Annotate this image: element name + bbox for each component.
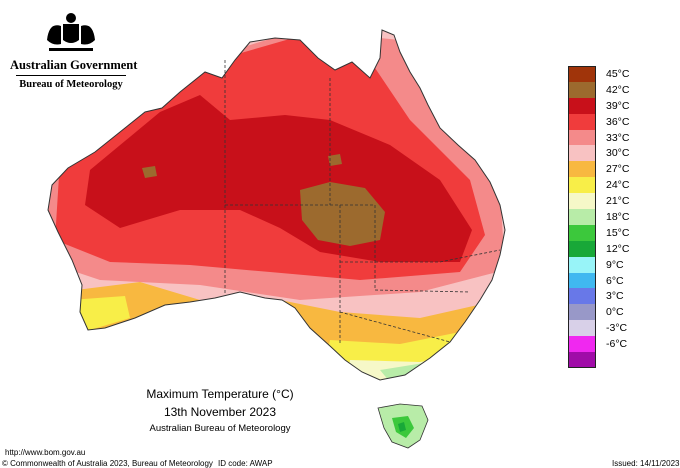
legend-label: 30°C	[606, 147, 630, 160]
legend-entry	[568, 352, 668, 368]
legend-label: 45°C	[606, 68, 630, 80]
legend-entry: -6°C	[568, 336, 668, 353]
legend-label: 39°C	[606, 99, 630, 112]
legend-label: -3°C	[606, 322, 628, 335]
legend-swatch	[568, 320, 596, 337]
legend-swatch	[568, 209, 596, 225]
legend-swatch	[568, 161, 596, 178]
legend-entry: 30°C	[568, 145, 668, 162]
legend-entry: -3°C	[568, 320, 668, 337]
footer-issued: Issued: 14/11/2023	[612, 459, 680, 468]
legend-swatch	[568, 240, 596, 257]
government-logo: Australian Government Bureau of Meteorol…	[10, 10, 138, 90]
legend-swatch	[568, 304, 596, 321]
legend-entry: 6°C	[568, 272, 668, 289]
footer-id-code: ID code: AWAP	[218, 459, 273, 468]
temperature-legend: 45°C 42°C 39°C 36°C 33°C 30°C 27°C 24°C 21°C 18°C…	[568, 66, 668, 368]
legend-entry: 36°C	[568, 113, 668, 130]
coat-of-arms-icon	[47, 13, 95, 51]
legend-entry: 27°C	[568, 161, 668, 178]
map-date: 13th November 2023	[163, 405, 277, 419]
legend-label: 9°C	[606, 258, 624, 271]
map-title: Maximum Temperature (°C)	[146, 387, 294, 401]
legend-swatch	[568, 66, 596, 82]
legend-entry: 45°C	[568, 66, 668, 82]
legend-label: 21°C	[606, 195, 630, 208]
legend-entry: 12°C	[568, 240, 668, 257]
legend-swatch	[568, 97, 596, 114]
legend-label: 24°C	[606, 179, 630, 192]
legend-label: 3°C	[606, 290, 624, 303]
footer-copyright: © Commonwealth of Australia 2023, Bureau…	[2, 459, 213, 468]
legend-label: 33°C	[606, 131, 630, 144]
legend-entry: 18°C	[568, 209, 668, 225]
legend-swatch	[568, 224, 596, 241]
legend-entry: 9°C	[568, 256, 668, 273]
legend-label: 0°C	[606, 306, 624, 319]
legend-swatch	[568, 288, 596, 305]
legend-swatch	[568, 272, 596, 289]
legend-entry: 42°C	[568, 81, 668, 98]
legend-swatch	[568, 129, 596, 146]
legend-label: 27°C	[606, 163, 630, 176]
legend-label: 6°C	[606, 274, 624, 287]
legend-entry: 0°C	[568, 304, 668, 321]
legend-label: 42°C	[606, 83, 630, 96]
legend-label: 36°C	[606, 115, 630, 128]
bureau-name: Bureau of Meteorology	[19, 79, 123, 90]
government-name: Australian Government	[10, 58, 138, 72]
footer-url[interactable]: http://www.bom.gov.au	[5, 448, 86, 457]
legend-label: 12°C	[606, 242, 630, 255]
legend-swatch	[568, 177, 596, 194]
legend-swatch	[568, 193, 596, 210]
legend-entry: 21°C	[568, 193, 668, 210]
legend-label: 15°C	[606, 226, 630, 239]
legend-entry: 15°C	[568, 224, 668, 241]
legend-swatch	[568, 352, 596, 368]
legend-label: 18°C	[606, 211, 630, 224]
legend-entry: 33°C	[568, 129, 668, 146]
map-source: Australian Bureau of Meteorology	[149, 423, 291, 434]
legend-swatch	[568, 81, 596, 98]
legend-entry: 39°C	[568, 97, 668, 114]
legend-entry: 24°C	[568, 177, 668, 194]
legend-entry: 3°C	[568, 288, 668, 305]
logo-divider	[16, 75, 126, 76]
legend-swatch	[568, 336, 596, 353]
legend-swatch	[568, 113, 596, 130]
map-caption: Maximum Temperature (°C) 13th November 2…	[110, 387, 330, 434]
legend-label: -6°C	[606, 338, 628, 351]
legend-swatch	[568, 256, 596, 273]
legend-swatch	[568, 145, 596, 162]
